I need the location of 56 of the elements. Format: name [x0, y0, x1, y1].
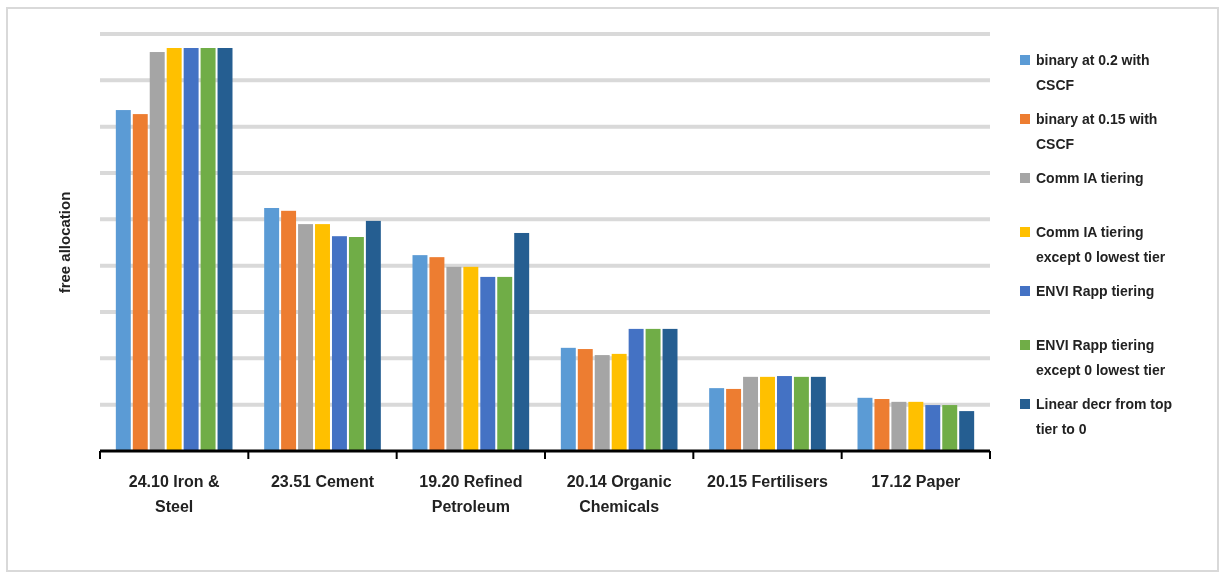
bar [497, 276, 513, 451]
bar [810, 376, 826, 451]
legend-label: Linear decr from top tier to 0 [1036, 396, 1173, 437]
bar [183, 48, 199, 451]
legend-label: Comm IA tiering [1036, 170, 1144, 186]
bar [942, 405, 958, 451]
bar [891, 401, 907, 451]
bar [132, 114, 148, 451]
bar [429, 257, 445, 451]
bar [743, 376, 759, 451]
x-tick-label: 23.51 Cement [270, 473, 375, 490]
bar [365, 220, 381, 451]
bar [726, 388, 742, 451]
x-tick-label: 17.12 Paper [871, 473, 961, 490]
bar [463, 266, 479, 451]
bar [200, 48, 216, 451]
legend-label: binary at 0.15 with CSCF [1036, 111, 1158, 152]
bar [166, 48, 182, 451]
bar [793, 376, 809, 451]
bar [908, 401, 924, 451]
x-tick-label: 20.14 Organic Chemicals [566, 473, 672, 515]
bar [348, 237, 364, 451]
bar [446, 266, 462, 451]
bar [560, 347, 576, 451]
x-tick-label: 19.20 Refined Petroleum [419, 473, 523, 515]
bar [115, 110, 131, 451]
bar [298, 224, 314, 451]
bar [315, 224, 330, 451]
bar [874, 399, 890, 451]
bar [857, 397, 873, 451]
y-axis-title: free allocation [56, 191, 73, 294]
bar [480, 276, 496, 451]
bar [709, 388, 725, 451]
bar [628, 328, 644, 451]
legend-label: Comm IA tiering except 0 lowest tier [1036, 224, 1166, 265]
legend-label: binary at 0.2 with CSCF [1036, 52, 1150, 93]
bar [925, 405, 941, 451]
bar [331, 236, 347, 451]
bar [594, 355, 610, 451]
bar [412, 255, 428, 451]
bar [776, 376, 792, 451]
bar [645, 328, 661, 451]
bar [281, 210, 297, 451]
legend-label: ENVI Rapp tiering [1036, 283, 1155, 299]
bar [514, 232, 530, 451]
bar [149, 52, 165, 451]
x-tick-label: 24.10 Iron & Steel [128, 473, 220, 515]
bar [662, 328, 678, 451]
x-tick-label: 20.15 Fertilisers [707, 473, 829, 490]
bar [611, 353, 627, 451]
bar [760, 376, 775, 451]
bar [217, 48, 233, 451]
bar [959, 411, 975, 451]
legend-label: ENVI Rapp tiering except 0 lowest tier [1036, 337, 1166, 378]
bar [264, 207, 280, 451]
bar [577, 349, 593, 451]
